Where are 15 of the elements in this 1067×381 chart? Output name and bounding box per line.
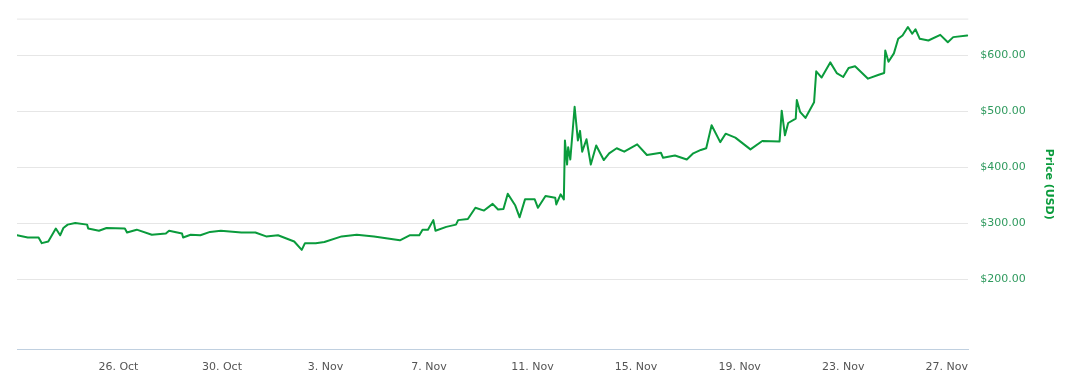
- x-tick-label: 19. Nov: [718, 360, 762, 374]
- y-tick-label: $400.00: [980, 160, 1026, 174]
- y-axis-title: Price (USD): [1042, 148, 1056, 220]
- x-tick-label: 30. Oct: [201, 360, 243, 374]
- x-tick-label: 3. Nov: [307, 360, 344, 374]
- x-tick-label: 7. Nov: [411, 360, 448, 374]
- y-tick-label: $300.00: [980, 216, 1026, 230]
- x-tick-label: 26. Oct: [98, 360, 140, 374]
- x-tick-label: 27. Nov: [925, 360, 969, 374]
- x-tick-label: 15. Nov: [614, 360, 658, 374]
- y-tick-label: $500.00: [980, 104, 1026, 118]
- x-tick-label: 11. Nov: [511, 360, 555, 374]
- y-tick-label: $200.00: [980, 272, 1026, 286]
- x-tick-label: 23. Nov: [821, 360, 865, 374]
- y-tick-label: $600.00: [980, 47, 1026, 61]
